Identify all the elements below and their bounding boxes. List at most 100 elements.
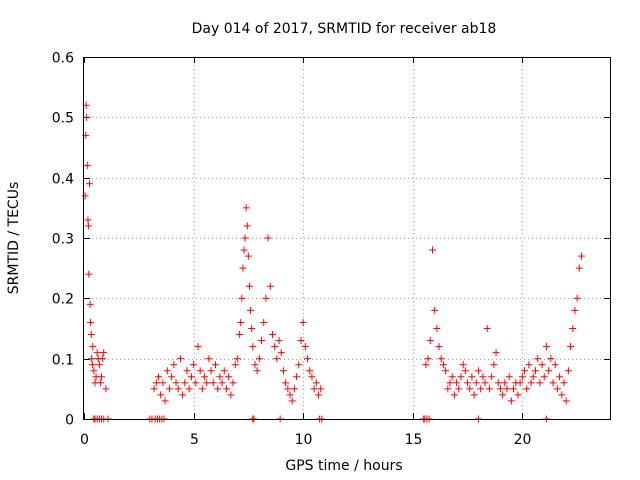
data-point xyxy=(439,361,447,369)
data-point xyxy=(89,343,97,351)
data-point xyxy=(88,361,96,369)
data-point xyxy=(172,379,180,387)
data-point xyxy=(529,373,537,381)
data-point xyxy=(531,367,539,375)
data-point xyxy=(575,264,583,272)
data-point xyxy=(558,391,566,399)
data-point xyxy=(93,349,101,357)
data-point xyxy=(214,385,222,393)
data-point xyxy=(168,373,176,381)
data-point xyxy=(295,361,303,369)
data-point xyxy=(475,367,482,375)
data-point xyxy=(466,385,474,393)
data-point xyxy=(464,379,472,387)
data-point xyxy=(86,300,94,308)
data-point xyxy=(88,355,96,363)
y-tick-label: 0.4 xyxy=(52,172,74,188)
data-point xyxy=(422,361,430,369)
data-point xyxy=(481,379,489,387)
data-point xyxy=(431,306,439,314)
data-point xyxy=(209,379,217,387)
data-point xyxy=(461,367,469,375)
y-tick-label: 0.6 xyxy=(52,51,74,67)
data-point xyxy=(569,325,577,332)
data-point xyxy=(433,325,441,332)
data-points xyxy=(81,101,586,423)
data-point xyxy=(317,385,325,393)
data-point xyxy=(312,379,320,387)
data-point xyxy=(521,367,529,375)
data-point xyxy=(549,379,557,387)
data-point xyxy=(293,373,301,381)
y-tick-label: 0 xyxy=(65,413,74,429)
data-point xyxy=(299,318,307,326)
data-point xyxy=(301,343,309,351)
data-point xyxy=(83,162,91,170)
data-point xyxy=(150,385,158,393)
data-point xyxy=(428,246,436,254)
data-point xyxy=(573,294,581,302)
data-point xyxy=(159,379,167,387)
data-point xyxy=(536,379,544,387)
data-point xyxy=(198,385,206,393)
data-point xyxy=(262,294,270,302)
data-point xyxy=(446,379,454,387)
data-point xyxy=(288,397,296,405)
data-point xyxy=(87,331,95,339)
data-point xyxy=(152,379,160,387)
data-point xyxy=(290,385,298,393)
data-point xyxy=(157,391,165,399)
data-point xyxy=(192,379,200,387)
data-point xyxy=(212,361,219,369)
data-point xyxy=(218,379,226,387)
x-tick-label: 15 xyxy=(405,432,423,448)
data-point xyxy=(100,349,108,357)
data-point xyxy=(183,367,191,375)
data-point xyxy=(450,391,458,399)
data-point xyxy=(547,355,555,363)
data-point xyxy=(282,379,290,387)
data-point xyxy=(95,361,103,369)
data-point xyxy=(247,306,255,314)
data-point xyxy=(510,385,518,393)
data-point xyxy=(488,373,496,381)
chart-title: Day 014 of 2017, SRMTID for receiver ab1… xyxy=(192,21,497,37)
data-point xyxy=(222,385,230,393)
data-point xyxy=(499,391,507,399)
x-tick-label: 20 xyxy=(514,432,532,448)
data-point xyxy=(455,385,463,393)
data-point xyxy=(437,355,445,363)
data-point xyxy=(470,391,478,399)
data-point xyxy=(185,385,193,393)
data-point xyxy=(310,385,318,393)
data-point xyxy=(203,379,211,387)
data-point xyxy=(85,270,93,278)
data-point xyxy=(518,373,526,381)
data-point xyxy=(268,331,276,339)
data-point xyxy=(170,361,178,369)
x-tick-label: 10 xyxy=(295,432,313,448)
data-point xyxy=(494,379,502,387)
plot-frame xyxy=(83,57,611,420)
data-point xyxy=(248,325,256,332)
data-point xyxy=(229,379,237,387)
data-point xyxy=(448,373,456,381)
data-point xyxy=(196,367,204,375)
data-point xyxy=(225,373,233,381)
grid-lines xyxy=(84,57,610,419)
x-tick-label: 0 xyxy=(80,432,89,448)
data-point xyxy=(453,379,461,387)
data-point xyxy=(477,385,485,393)
data-point xyxy=(271,343,279,351)
data-point xyxy=(516,379,524,387)
data-point xyxy=(201,373,209,381)
data-point xyxy=(485,385,493,393)
data-point xyxy=(560,379,568,387)
data-point xyxy=(435,343,443,351)
data-point xyxy=(472,379,480,387)
data-point xyxy=(496,385,504,393)
data-point xyxy=(266,282,274,290)
data-point xyxy=(161,397,169,405)
data-point xyxy=(236,331,244,339)
